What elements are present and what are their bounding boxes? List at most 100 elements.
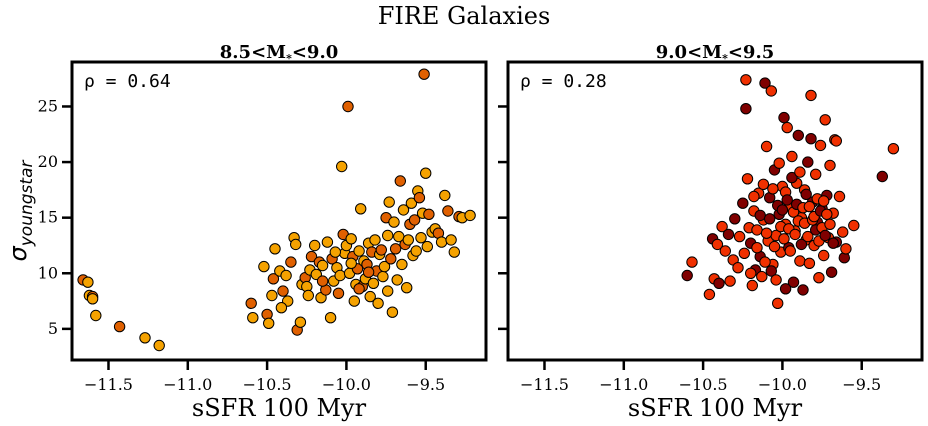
- scatter-point: [86, 293, 99, 305]
- panel-left-x-axis-label: sSFR 100 Myr: [192, 394, 367, 422]
- scatter-point: [833, 190, 846, 203]
- scatter-point: [336, 160, 348, 173]
- scatter-point: [377, 270, 389, 283]
- scatter-point: [745, 267, 757, 279]
- scatter-point: [686, 256, 698, 268]
- scatter-point: [887, 143, 900, 155]
- scatter-point: [825, 266, 838, 278]
- panel-right-x-ticks: −11.5 −11.0 −10.5 −10.0 −9.5: [520, 360, 881, 394]
- scatter-point: [794, 255, 806, 267]
- scatter-point: [722, 228, 735, 241]
- panel-right-rho-annotation: ρ = 0.28: [520, 71, 607, 92]
- scatter-point: [266, 289, 278, 302]
- scatter-point: [738, 247, 750, 260]
- scatter-point: [802, 230, 814, 243]
- scatter-point: [795, 238, 808, 251]
- y-tick-label: 5: [48, 319, 58, 338]
- scatter-point: [781, 194, 793, 206]
- scatter-point: [382, 285, 394, 297]
- scatter-point: [372, 297, 384, 309]
- scatter-point: [277, 285, 289, 297]
- x-tick-label: −9.5: [842, 375, 881, 394]
- scatter-point: [746, 279, 758, 292]
- scatter-point: [751, 242, 763, 254]
- scatter-point: [448, 246, 460, 258]
- scatter-point: [247, 312, 259, 324]
- scatter-point: [805, 133, 817, 145]
- y-tick-label: 15: [38, 208, 58, 227]
- scatter-point: [765, 265, 777, 277]
- scatter-point: [787, 276, 800, 288]
- panel-left: 8.5<M*<9.0 −11.5 −11.0 −10.5 −10.0 −9.5 5 10 1…: [38, 42, 488, 422]
- scatter-point: [760, 140, 773, 153]
- scatter-point: [786, 150, 798, 163]
- scatter-point: [439, 189, 451, 202]
- scatter-point: [342, 100, 354, 113]
- scatter-point: [681, 269, 693, 282]
- x-tick-label: −11.5: [520, 375, 569, 394]
- scatter-point: [285, 256, 297, 268]
- scatter-point: [768, 240, 781, 253]
- scatter-point: [756, 270, 768, 283]
- scatter-point: [290, 238, 302, 251]
- scatter-point: [792, 129, 804, 142]
- scatter-point: [732, 262, 744, 274]
- scatter-point: [321, 236, 334, 248]
- scatter-point: [876, 170, 888, 183]
- scatter-point: [332, 287, 345, 299]
- scatter-point: [781, 121, 793, 134]
- scatter-point: [418, 68, 430, 80]
- panel-right-frame: [506, 60, 924, 362]
- scatter-point: [402, 234, 414, 246]
- scatter-point: [294, 316, 307, 328]
- scatter-point: [818, 249, 830, 262]
- scatter-point: [423, 208, 435, 221]
- scatter-point: [334, 269, 346, 282]
- scatter-point: [305, 250, 318, 263]
- scatter-point: [389, 243, 402, 255]
- scatter-point: [263, 317, 275, 329]
- scatter-point: [383, 196, 395, 208]
- scatter-point: [824, 159, 836, 172]
- scatter-point: [740, 103, 752, 115]
- scatter-point: [316, 275, 329, 287]
- scatter-point: [810, 168, 822, 181]
- scatter-point: [837, 226, 849, 238]
- scatter-point: [729, 213, 741, 225]
- scatter-point: [711, 238, 724, 251]
- x-tick-label: −9.5: [406, 375, 445, 394]
- scatter-point: [309, 239, 321, 252]
- scatter-point: [778, 111, 790, 124]
- scatter-point: [420, 167, 432, 179]
- scatter-point: [408, 214, 421, 226]
- scatter-point: [802, 156, 814, 168]
- scatter-point: [355, 203, 367, 215]
- scatter-point: [375, 244, 387, 256]
- scatter-point: [415, 232, 427, 244]
- scatter-point: [396, 258, 408, 271]
- scatter-point: [82, 276, 94, 288]
- scatter-point: [819, 229, 831, 242]
- x-tick-label: −11.0: [599, 375, 648, 394]
- scatter-point: [405, 197, 418, 209]
- scatter-point: [269, 243, 281, 255]
- scatter-point: [362, 266, 375, 278]
- scatter-point: [410, 245, 422, 257]
- scatter-point: [367, 277, 380, 289]
- scatter-point: [797, 284, 809, 296]
- scatter-point: [385, 253, 397, 265]
- scatter-point: [719, 245, 731, 257]
- scatter-point: [805, 89, 817, 102]
- scatter-point: [794, 166, 806, 178]
- x-tick-label: −10.0: [758, 375, 807, 394]
- scatter-point: [401, 282, 413, 294]
- scatter-point: [803, 200, 816, 213]
- scatter-point: [803, 257, 816, 269]
- scatter-point: [770, 274, 782, 286]
- scatter-point: [245, 297, 257, 309]
- scatter-point: [280, 269, 292, 282]
- scatter-point: [113, 320, 126, 333]
- panel-left-points: [77, 68, 476, 352]
- y-axis-label: σyoungstar: [4, 160, 37, 262]
- scatter-point: [800, 188, 812, 201]
